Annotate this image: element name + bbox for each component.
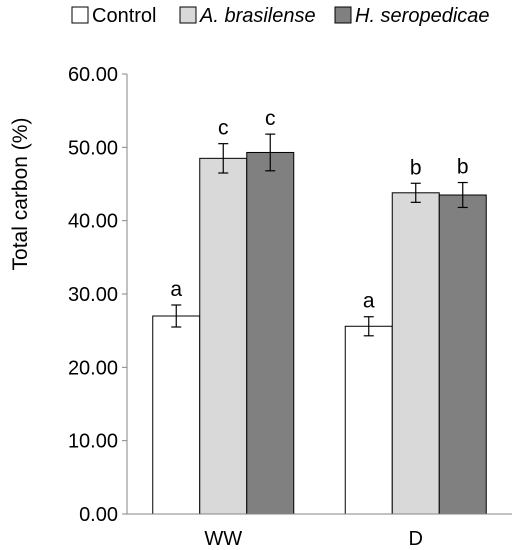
bar-3-d <box>438 194 487 515</box>
y-tick-label: 40.00 <box>68 211 118 233</box>
significance-label: a <box>170 278 182 301</box>
x-tick-label: WW <box>204 528 242 550</box>
legend: Control A. brasilense H. seropedicae <box>71 5 490 27</box>
bar-1-ww <box>152 315 201 515</box>
y-tick-label: 30.00 <box>68 284 118 306</box>
x-axis: WW D <box>127 513 512 550</box>
significance-label: c <box>265 107 276 130</box>
legend-label: A. brasilense <box>199 5 316 27</box>
significance-label: a <box>363 290 375 313</box>
y-tick-label: 50.00 <box>68 137 118 159</box>
significance-label: b <box>457 156 469 179</box>
x-tick-label: D <box>409 528 423 550</box>
y-tick-label: 20.00 <box>68 357 118 379</box>
bar-2-d <box>391 192 440 515</box>
legend-label: H. seropedicae <box>355 5 490 27</box>
legend-swatch <box>334 6 352 24</box>
legend-label: Control <box>92 5 156 27</box>
y-axis: 0.00 10.00 20.00 30.00 40.00 50.00 60.00 <box>68 64 128 526</box>
bar-2-ww <box>199 157 248 515</box>
y-tick-label: 0.00 <box>79 504 118 526</box>
y-axis-label: Total carbon (%) <box>9 118 32 271</box>
significance-label: b <box>410 156 422 179</box>
legend-swatch <box>71 6 89 24</box>
bar-3-ww <box>246 151 295 515</box>
bar-1-d <box>344 325 393 515</box>
y-tick-label: 60.00 <box>68 64 118 86</box>
legend-swatch <box>179 6 197 24</box>
y-tick-label: 10.00 <box>68 431 118 453</box>
significance-label: c <box>218 117 229 140</box>
plot-area: a c c a b b <box>152 107 487 515</box>
